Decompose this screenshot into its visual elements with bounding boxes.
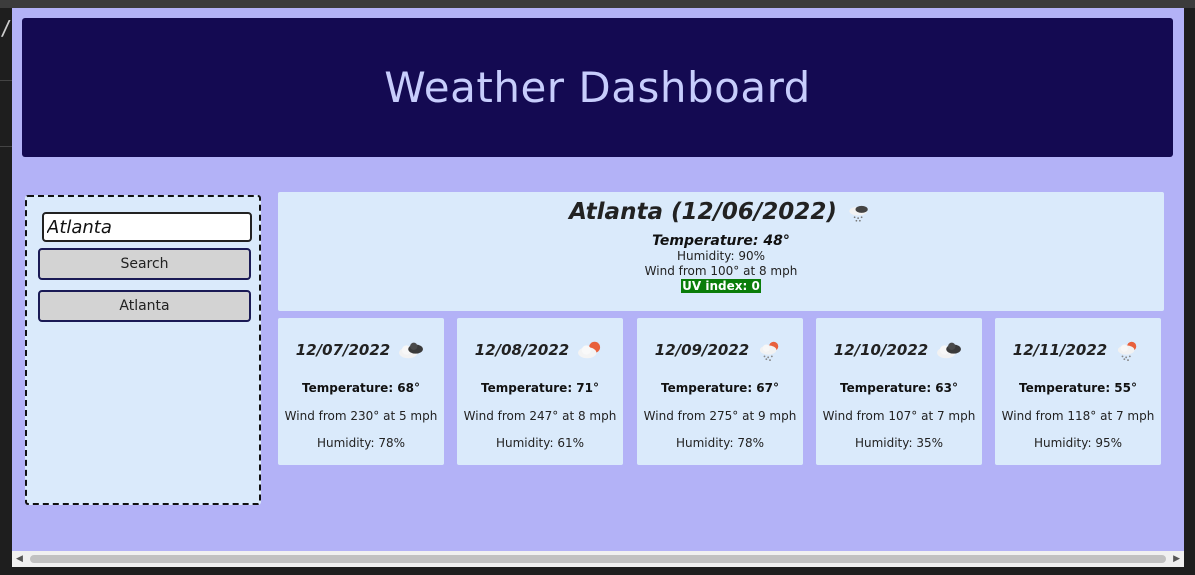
current-wind: Wind from 100° at 8 mph [644, 264, 798, 278]
forecast-wind: Wind from 118° at 7 mph [1001, 409, 1155, 423]
search-sidebar: Search Atlanta [25, 195, 261, 505]
forecast-humidity: Humidity: 95% [1033, 436, 1123, 450]
scroll-right-arrow-icon[interactable]: ▶ [1173, 554, 1180, 564]
forecast-wind: Wind from 247° at 8 mph [463, 409, 617, 423]
forecast-date-row: 12/11/2022 [995, 337, 1161, 363]
forecast-date: 12/09/2022 [654, 341, 750, 359]
search-button[interactable]: Search [38, 248, 251, 280]
window-top-bar [0, 0, 1195, 8]
forecast-card: 12/08/2022 Temperature: 71° Wind from 24… [457, 318, 623, 465]
forecast-humidity: Humidity: 78% [316, 436, 406, 450]
forecast-humidity: Humidity: 35% [854, 436, 944, 450]
forecast-date: 12/11/2022 [1012, 341, 1108, 359]
background-editor-glyph: / [0, 16, 12, 40]
sun-rain-icon [755, 339, 785, 361]
forecast-date-row: 12/10/2022 [816, 337, 982, 363]
cloudy-icon [934, 339, 964, 361]
forecast-date-row: 12/09/2022 [637, 337, 803, 363]
scroll-left-arrow-icon[interactable]: ◀ [16, 554, 23, 564]
rain-snow-cloud-icon [845, 201, 873, 223]
forecast-temperature: Temperature: 71° [481, 381, 599, 395]
background-editor-separator [0, 146, 12, 147]
forecast-wind: Wind from 275° at 9 mph [643, 409, 797, 423]
forecast-card: 12/10/2022 Temperature: 63° Wind from 10… [816, 318, 982, 465]
forecast-temperature: Temperature: 63° [840, 381, 958, 395]
page-title: Weather Dashboard [384, 63, 811, 112]
browser-viewport: Weather Dashboard Search Atlanta Atlanta… [12, 8, 1184, 551]
forecast-humidity: Humidity: 78% [675, 436, 765, 450]
forecast-card: 12/11/2022 Temperature: 55° Wind from 11… [995, 318, 1161, 465]
forecast-wind: Wind from 107° at 7 mph [822, 409, 976, 423]
current-weather-title: Atlanta (12/06/2022) [569, 199, 837, 225]
forecast-date-row: 12/07/2022 [278, 337, 444, 363]
current-weather-card: Atlanta (12/06/2022) Temperature: 48° Hu… [278, 192, 1164, 311]
page-header: Weather Dashboard [22, 18, 1173, 157]
forecast-date-row: 12/08/2022 [457, 337, 623, 363]
forecast-humidity: Humidity: 61% [495, 436, 585, 450]
forecast-date: 12/08/2022 [474, 341, 570, 359]
window-right-strip [1184, 8, 1195, 575]
forecast-temperature: Temperature: 55° [1019, 381, 1137, 395]
current-humidity: Humidity: 90% [676, 249, 766, 263]
current-weather-title-row: Atlanta (12/06/2022) [278, 197, 1164, 227]
city-search-input[interactable] [42, 212, 252, 242]
sun-rain-icon [1113, 339, 1143, 361]
history-button-atlanta[interactable]: Atlanta [38, 290, 251, 322]
uv-index-badge: UV index: 0 [681, 279, 761, 293]
cloudy-icon [396, 339, 426, 361]
horizontal-scrollbar[interactable]: ◀ ▶ [12, 551, 1184, 567]
partly-sunny-icon [575, 339, 605, 361]
forecast-wind: Wind from 230° at 5 mph [284, 409, 438, 423]
forecast-date: 12/10/2022 [833, 341, 929, 359]
forecast-date: 12/07/2022 [295, 341, 391, 359]
scrollbar-thumb[interactable] [30, 555, 1166, 563]
current-temperature: Temperature: 48° [652, 233, 790, 249]
window-bottom-strip [12, 567, 1184, 575]
forecast-temperature: Temperature: 67° [661, 381, 779, 395]
forecast-card: 12/09/2022 Temperature: 67° Wind from 27… [637, 318, 803, 465]
forecast-card: 12/07/2022 Temperature: 68° Wind from 23… [278, 318, 444, 465]
background-editor-separator [0, 80, 12, 81]
background-editor-strip: / [0, 8, 12, 575]
forecast-temperature: Temperature: 68° [302, 381, 420, 395]
